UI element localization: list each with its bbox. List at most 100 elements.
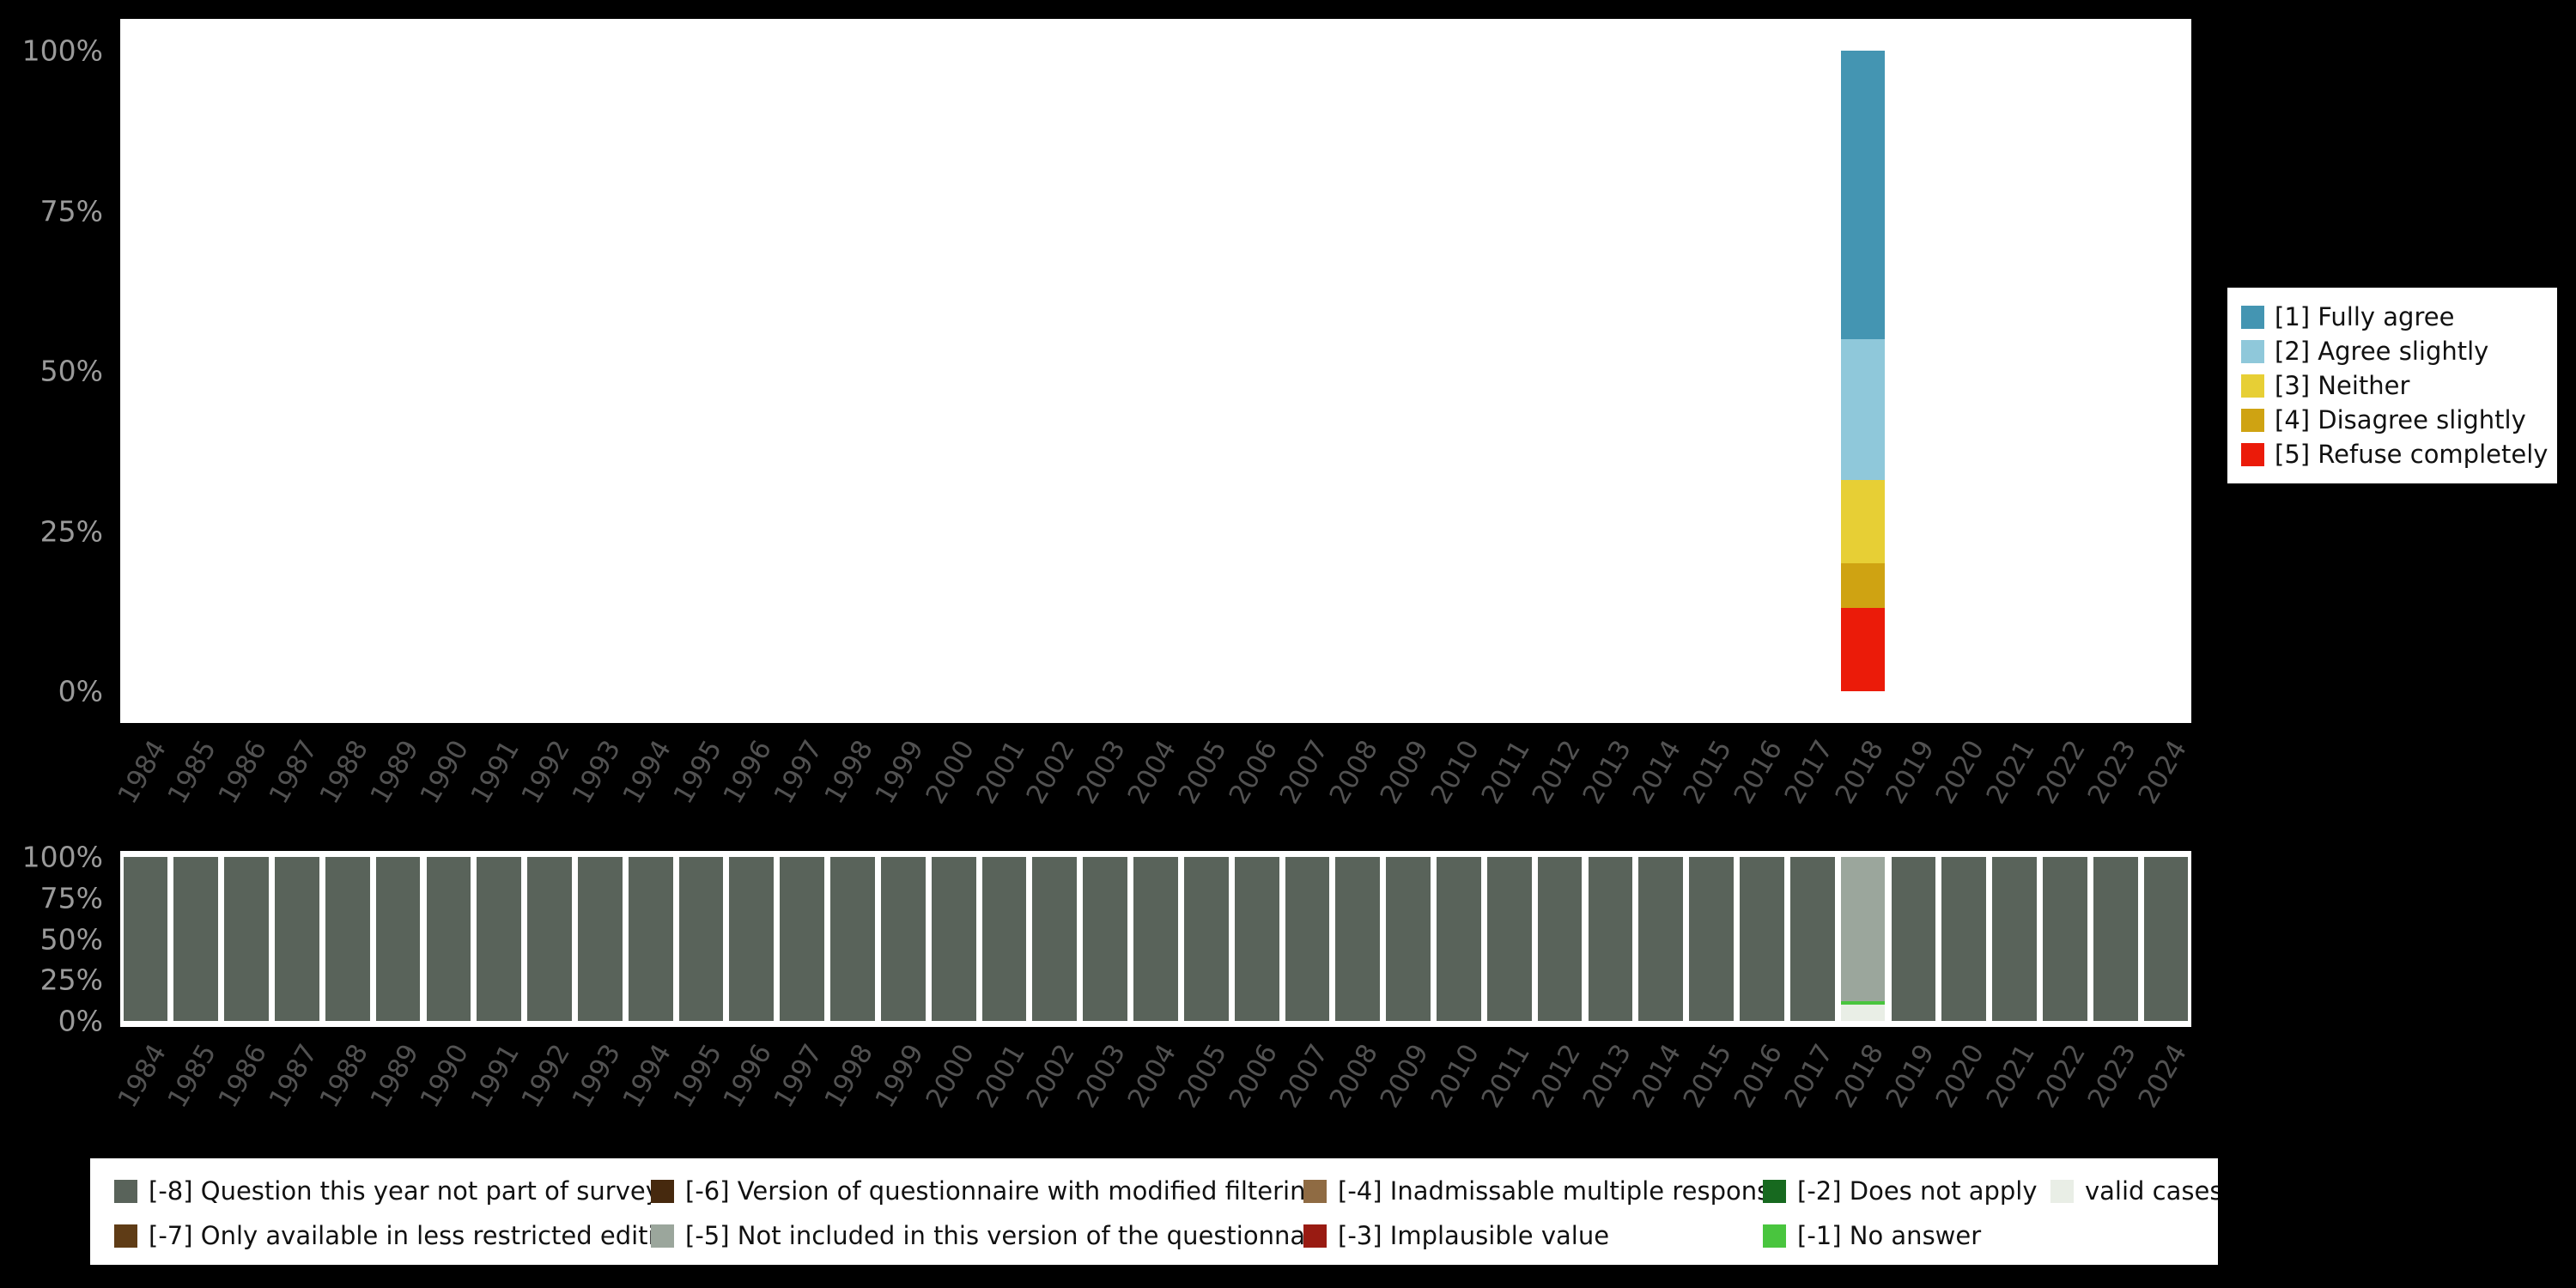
x-tick-label: 1986 <box>212 1039 274 1114</box>
bar-segment <box>1335 857 1381 1021</box>
bar-segment <box>628 857 673 1021</box>
legend-color-swatch <box>1303 1224 1327 1248</box>
x-tick-label: 1991 <box>465 1039 526 1114</box>
legend-color-swatch <box>2050 1179 2074 1203</box>
bottom-chart-y-axis: 100% 75% 50% 25% 0% <box>0 841 112 1038</box>
bar-column <box>222 857 272 1021</box>
bar-column <box>676 857 726 1021</box>
x-tick-label: 2024 <box>2132 1039 2193 1114</box>
bar-segment <box>577 857 623 1021</box>
bar-segment <box>1234 857 1279 1021</box>
legend-label: [-4] Inadmissable multiple response <box>1338 1176 1763 1206</box>
bar-column <box>878 857 928 1021</box>
legend-color-swatch <box>2241 374 2264 398</box>
bar-column <box>828 51 878 691</box>
x-tick-label: 1989 <box>364 735 425 810</box>
legend-color-swatch <box>1763 1179 1786 1203</box>
y-tick-label: 0% <box>58 1004 103 1038</box>
legend-color-swatch <box>2241 305 2264 329</box>
bar-column <box>1383 51 1434 691</box>
x-tick-label: 2015 <box>1677 735 1739 810</box>
x-tick-label: 2009 <box>1374 735 1436 810</box>
bar-column <box>373 51 423 691</box>
bar-column <box>322 51 373 691</box>
x-tick-label: 2014 <box>1626 1039 1688 1114</box>
top-chart-y-axis: 100% 75% 50% 25% 0% <box>0 19 112 723</box>
legend-item: [-7] Only available in less restricted e… <box>114 1221 651 1250</box>
bar-column <box>777 857 828 1021</box>
x-tick-label: 1984 <box>111 735 173 810</box>
bar-column <box>1737 51 1788 691</box>
bar-column <box>271 51 322 691</box>
legend-item: [5] Refuse completely <box>2241 437 2548 471</box>
y-tick-label: 100% <box>21 33 103 68</box>
bar-column <box>423 857 474 1021</box>
bar-segment <box>224 857 269 1021</box>
x-tick-label: 2018 <box>1829 735 1890 810</box>
bar-segment <box>981 857 1027 1021</box>
x-tick-label: 1999 <box>869 735 931 810</box>
legend-color-swatch <box>2241 442 2264 466</box>
x-tick-label: 1993 <box>566 735 628 810</box>
bar-column <box>1787 51 1838 691</box>
bar-segment <box>931 857 976 1021</box>
bar-column <box>1686 51 1737 691</box>
bar-segment <box>1789 857 1835 1021</box>
x-tick-label: 2020 <box>1929 735 1991 810</box>
bar-column <box>525 857 575 1021</box>
x-tick-label: 2014 <box>1626 735 1688 810</box>
bar-column <box>1888 857 1939 1021</box>
legend-item: valid cases <box>2050 1176 2218 1206</box>
bar-column <box>1990 857 2040 1021</box>
legend-label: [4] Disagree slightly <box>2275 405 2526 434</box>
x-tick-label: 2011 <box>1475 735 1536 810</box>
bar-column <box>1282 51 1333 691</box>
x-tick-label: 2004 <box>1121 1039 1183 1114</box>
bar-segment <box>2093 857 2138 1021</box>
bar-column <box>1231 857 1282 1021</box>
bar-segment <box>729 857 775 1021</box>
x-tick-label: 1996 <box>717 735 779 810</box>
bar-column <box>1131 857 1182 1021</box>
top-chart-plot-area <box>120 19 2191 723</box>
bar-column <box>1080 857 1131 1021</box>
bar-column <box>726 857 777 1021</box>
bar-segment <box>1689 857 1734 1021</box>
legend-item: [4] Disagree slightly <box>2241 403 2543 437</box>
right-legend: [1] Fully agree [2] Agree slightly [3] Nei… <box>2227 288 2557 483</box>
bar-column <box>1080 51 1131 691</box>
bar-segment <box>173 857 219 1021</box>
y-tick-label: 0% <box>58 674 103 708</box>
x-tick-label: 2010 <box>1425 735 1486 810</box>
bar-segment <box>1032 857 1078 1021</box>
x-tick-label: 1992 <box>515 735 577 810</box>
x-tick-label: 1985 <box>161 735 223 810</box>
legend-label: [-7] Only available in less restricted e… <box>149 1221 651 1250</box>
bar-column <box>928 51 979 691</box>
bar-column <box>1181 857 1231 1021</box>
bar-column <box>271 857 322 1021</box>
bar-column <box>828 857 878 1021</box>
x-tick-label: 1990 <box>414 735 476 810</box>
y-tick-label: 50% <box>39 922 103 956</box>
bar-column <box>1484 51 1534 691</box>
legend-label: [2] Agree slightly <box>2275 337 2489 366</box>
bar-column <box>1484 857 1534 1021</box>
x-tick-label: 1986 <box>212 735 274 810</box>
legend-item: [-2] Does not apply <box>1763 1176 2050 1206</box>
x-tick-label: 1990 <box>414 1039 476 1114</box>
bar-segment <box>1588 857 1633 1021</box>
bar-column <box>2039 51 2090 691</box>
x-tick-label: 1999 <box>869 1039 931 1114</box>
bar-column <box>120 51 171 691</box>
x-tick-label: 2006 <box>1223 1039 1284 1114</box>
y-tick-label: 25% <box>39 963 103 997</box>
x-tick-label: 2012 <box>1526 1039 1587 1114</box>
x-tick-label: 1988 <box>313 735 374 810</box>
bar-column <box>525 51 575 691</box>
legend-item: [3] Neither <box>2241 368 2543 403</box>
x-tick-label: 1987 <box>263 1039 325 1114</box>
legend-item: [-8] Question this year not part of surv… <box>114 1176 651 1206</box>
bottom-chart-x-axis: 1984 1985 1986 1987 1988 1989 1990 1991 1992 1993… <box>112 1029 2193 1157</box>
legend-item: [1] Fully agree <box>2241 300 2543 334</box>
